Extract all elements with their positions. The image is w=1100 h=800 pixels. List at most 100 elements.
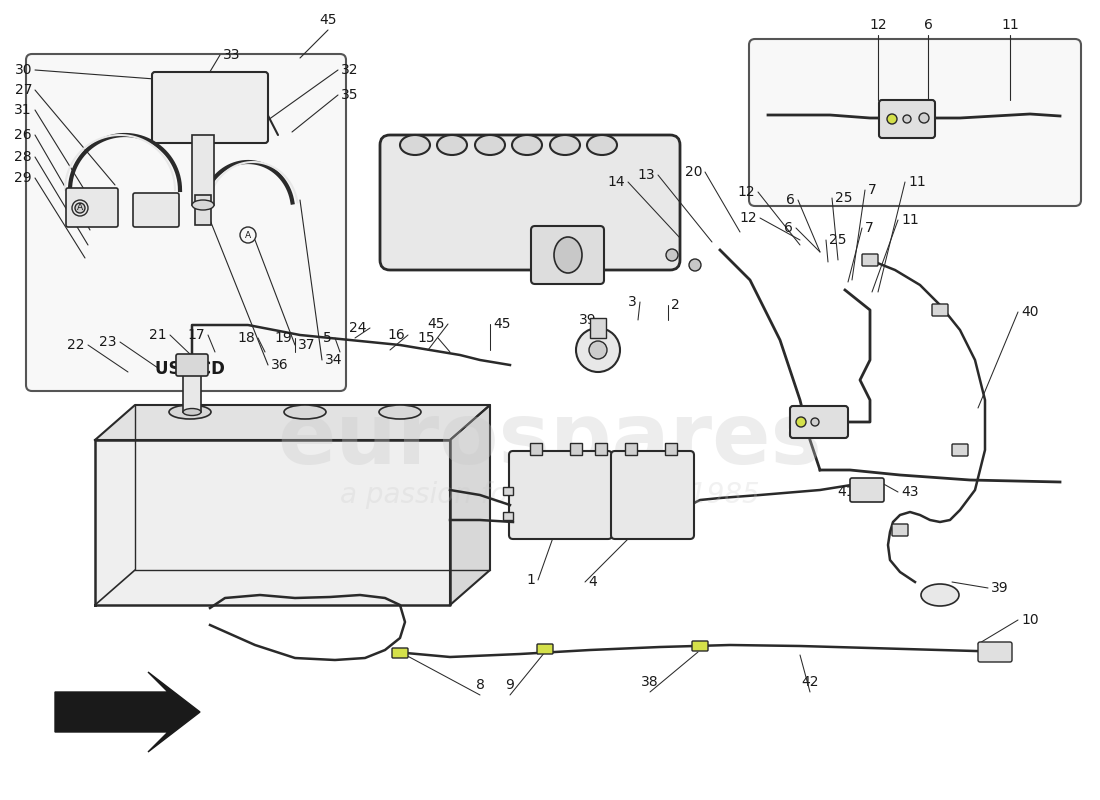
FancyBboxPatch shape [26,54,346,391]
Circle shape [75,203,85,213]
Circle shape [576,328,620,372]
FancyBboxPatch shape [66,188,118,227]
FancyBboxPatch shape [862,254,878,266]
FancyBboxPatch shape [932,304,948,316]
Text: 20: 20 [684,165,702,179]
Text: 39: 39 [991,581,1009,595]
Circle shape [689,259,701,271]
FancyBboxPatch shape [152,72,268,143]
Text: 7: 7 [868,183,877,197]
FancyBboxPatch shape [509,451,612,539]
Text: 6: 6 [784,221,793,235]
FancyBboxPatch shape [379,135,680,270]
Text: 35: 35 [341,88,359,102]
Ellipse shape [587,135,617,155]
Text: 36: 36 [271,358,288,372]
FancyBboxPatch shape [978,642,1012,662]
Ellipse shape [475,135,505,155]
Ellipse shape [284,405,326,419]
Text: 16: 16 [387,328,405,342]
Text: 32: 32 [341,63,359,77]
Text: 24: 24 [350,321,367,335]
Text: 15: 15 [417,331,434,345]
Ellipse shape [400,135,430,155]
Bar [503,512,513,520]
FancyBboxPatch shape [537,644,553,654]
Text: 45: 45 [493,317,510,331]
Text: 18: 18 [238,331,255,345]
Text: 8: 8 [475,678,484,692]
FancyBboxPatch shape [952,444,968,456]
Bar [183,370,201,412]
FancyBboxPatch shape [850,478,884,502]
Text: 31: 31 [14,103,32,117]
Ellipse shape [512,135,542,155]
Text: 12: 12 [737,185,755,199]
Bar [590,318,606,338]
Text: 26: 26 [14,128,32,142]
Text: 11: 11 [908,175,926,189]
Circle shape [918,113,930,123]
Ellipse shape [550,135,580,155]
Text: 11: 11 [1001,18,1019,32]
Bar [192,135,215,205]
Circle shape [666,249,678,261]
Text: 23: 23 [99,335,117,349]
Text: 11: 11 [901,213,918,227]
Text: 9: 9 [506,678,515,692]
Text: 19: 19 [274,331,292,345]
Text: 22: 22 [67,338,85,352]
FancyBboxPatch shape [749,39,1081,206]
FancyBboxPatch shape [879,100,935,138]
FancyBboxPatch shape [790,406,848,438]
Bar [625,443,637,455]
Polygon shape [55,672,200,752]
Text: 28: 28 [14,150,32,164]
Text: A: A [245,230,251,239]
Text: 10: 10 [1021,613,1038,627]
Text: 43: 43 [901,485,918,499]
Text: US - CD: US - CD [155,360,224,378]
Ellipse shape [169,405,211,419]
Text: 25: 25 [829,233,847,247]
Polygon shape [95,440,450,605]
Text: 14: 14 [607,175,625,189]
Ellipse shape [379,405,421,419]
Text: 33: 33 [223,48,241,62]
Text: a passion for parts since 1985: a passion for parts since 1985 [340,481,760,509]
Ellipse shape [192,200,215,210]
FancyBboxPatch shape [176,354,208,376]
Text: 7: 7 [865,221,873,235]
Text: 45: 45 [319,13,337,27]
Text: 1: 1 [526,573,535,587]
Text: 29: 29 [14,171,32,185]
Text: 45: 45 [428,317,446,331]
Text: 37: 37 [298,338,316,352]
FancyBboxPatch shape [692,641,708,651]
Text: 39: 39 [580,313,597,327]
Text: 5: 5 [323,331,332,345]
Ellipse shape [437,135,468,155]
Bar [570,443,582,455]
Bar [503,487,513,495]
Text: 38: 38 [641,675,659,689]
Circle shape [588,341,607,359]
Text: 21: 21 [150,328,167,342]
FancyBboxPatch shape [892,524,907,536]
Polygon shape [450,405,490,605]
Circle shape [796,417,806,427]
FancyBboxPatch shape [610,451,694,539]
FancyBboxPatch shape [531,226,604,284]
Text: eurospares: eurospares [277,398,823,482]
Bar [195,195,211,225]
Circle shape [811,418,819,426]
FancyBboxPatch shape [392,648,408,658]
Polygon shape [95,405,490,440]
Text: 17: 17 [187,328,205,342]
Ellipse shape [554,237,582,273]
Text: A: A [77,203,84,213]
Text: 41: 41 [837,485,855,499]
Bar [530,443,542,455]
Text: 6: 6 [786,193,795,207]
Text: 6: 6 [924,18,933,32]
